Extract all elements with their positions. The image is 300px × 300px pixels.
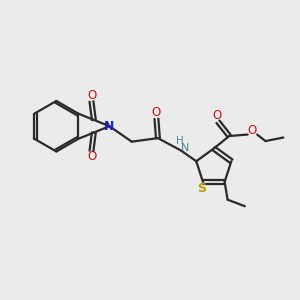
- Text: N: N: [104, 120, 115, 133]
- Text: O: O: [88, 89, 97, 102]
- Text: O: O: [88, 150, 97, 164]
- Text: O: O: [152, 106, 161, 119]
- Text: H: H: [176, 136, 184, 146]
- Text: O: O: [212, 109, 221, 122]
- Text: O: O: [248, 124, 257, 137]
- Text: S: S: [197, 182, 206, 195]
- Text: N: N: [181, 142, 189, 153]
